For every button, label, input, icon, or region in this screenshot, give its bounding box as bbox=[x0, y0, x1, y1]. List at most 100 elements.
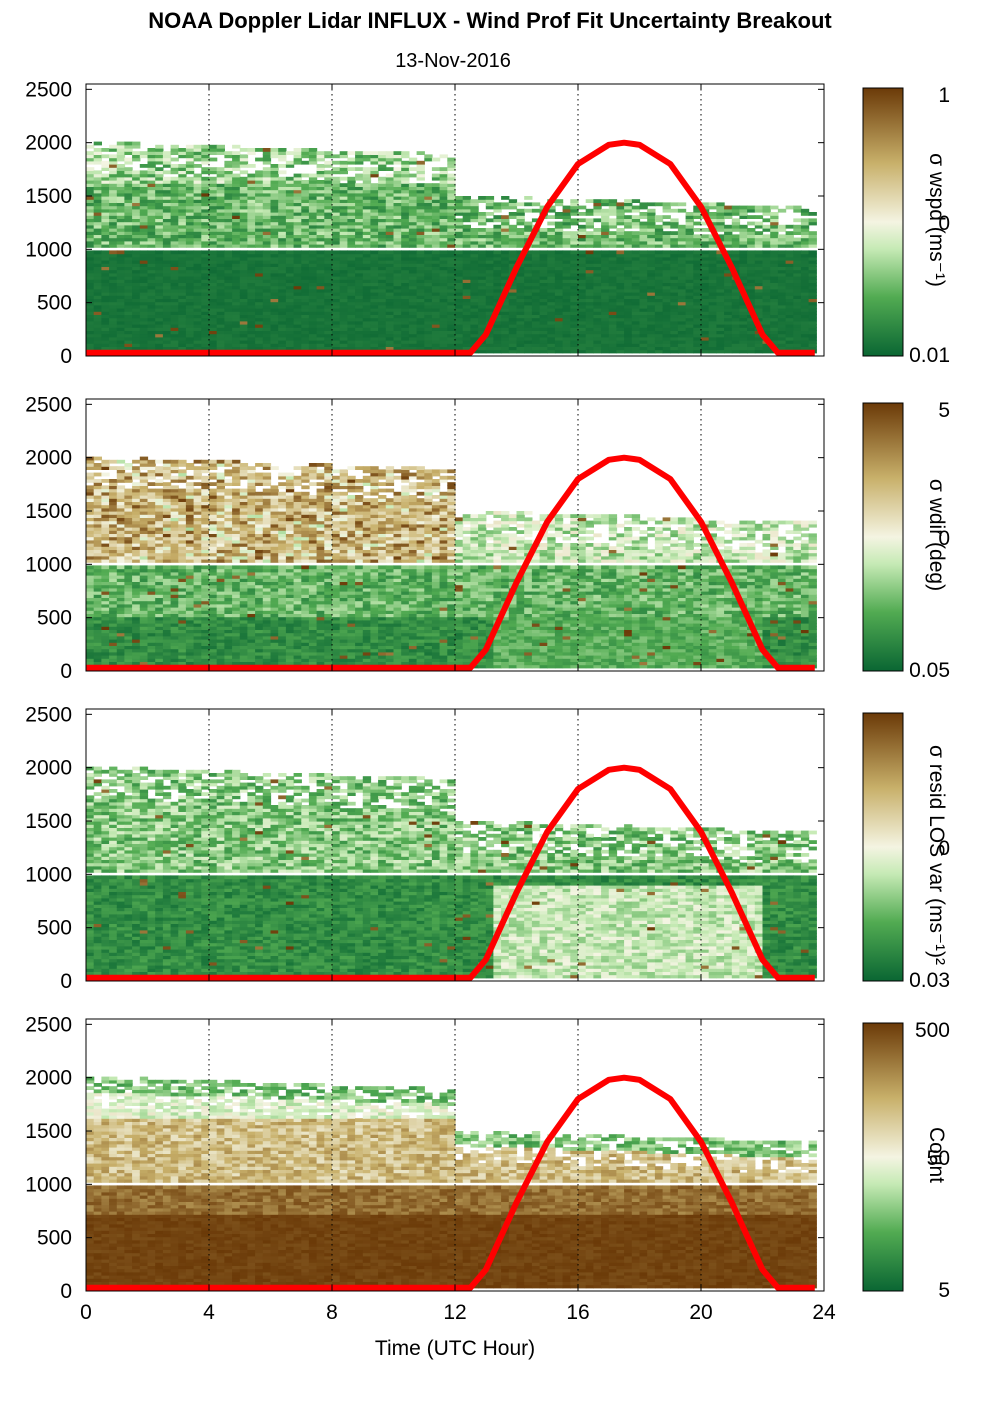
heatmap-cell bbox=[147, 292, 156, 296]
heatmap-cell bbox=[201, 276, 210, 280]
heatmap-cell bbox=[447, 215, 456, 219]
heatmap-cell bbox=[731, 218, 741, 223]
heatmap-cell bbox=[447, 218, 456, 223]
heatmap-cell bbox=[255, 256, 264, 261]
heatmap-cell bbox=[554, 272, 564, 277]
heatmap-cell bbox=[447, 330, 456, 335]
heatmap-cell bbox=[132, 231, 141, 235]
heatmap-cell bbox=[224, 327, 233, 331]
heatmap-cell bbox=[132, 266, 141, 271]
heatmap-cell bbox=[608, 285, 618, 290]
heatmap-cell bbox=[701, 250, 710, 255]
heatmap-cell bbox=[278, 244, 287, 248]
heatmap-cell bbox=[247, 208, 256, 213]
heatmap-cell bbox=[301, 240, 310, 245]
heatmap-cell bbox=[378, 263, 387, 267]
heatmap-cell bbox=[170, 164, 179, 168]
heatmap-cell bbox=[378, 346, 387, 351]
heatmap-cell bbox=[193, 212, 202, 216]
heatmap-cell bbox=[424, 340, 433, 344]
heatmap-cell bbox=[316, 285, 325, 290]
heatmap-cell bbox=[262, 205, 272, 210]
heatmap-cell bbox=[332, 176, 341, 181]
heatmap-cell bbox=[762, 205, 771, 210]
heatmap-cell bbox=[677, 202, 687, 207]
heatmap-cell bbox=[416, 298, 425, 303]
heatmap-cell bbox=[224, 266, 233, 271]
heatmap-cell bbox=[539, 269, 548, 274]
heatmap-cell bbox=[447, 234, 456, 239]
heatmap-cell bbox=[116, 327, 126, 331]
heatmap-cell bbox=[293, 340, 302, 344]
heatmap-cell bbox=[447, 311, 456, 315]
heatmap-cell bbox=[139, 260, 149, 264]
heatmap-cell bbox=[124, 256, 133, 261]
heatmap-cell bbox=[462, 276, 471, 280]
heatmap-cell bbox=[262, 272, 272, 277]
heatmap-cell bbox=[178, 260, 187, 264]
heatmap-cell bbox=[139, 202, 149, 207]
heatmap-cell bbox=[385, 244, 395, 248]
heatmap-cell bbox=[501, 253, 510, 258]
heatmap-cell bbox=[416, 343, 425, 347]
heatmap-cell bbox=[178, 154, 187, 159]
heatmap-cell bbox=[670, 202, 679, 207]
heatmap-cell bbox=[531, 250, 541, 255]
heatmap-cell bbox=[431, 336, 441, 341]
heatmap-cell bbox=[416, 234, 425, 239]
heatmap-cell bbox=[593, 314, 602, 319]
heatmap-cell bbox=[170, 224, 179, 229]
heatmap-cell bbox=[239, 320, 249, 325]
heatmap-cell bbox=[431, 212, 441, 216]
heatmap-cell bbox=[501, 298, 510, 303]
heatmap-cell bbox=[370, 215, 379, 219]
heatmap-cell bbox=[270, 205, 279, 210]
heatmap-cell bbox=[439, 189, 448, 194]
heatmap-cell bbox=[424, 208, 433, 213]
heatmap-cell bbox=[462, 253, 471, 258]
heatmap-cell bbox=[631, 199, 641, 203]
heatmap-cell bbox=[508, 346, 518, 351]
heatmap-cell bbox=[378, 189, 387, 194]
heatmap-cell bbox=[416, 199, 425, 203]
heatmap-cell bbox=[424, 221, 433, 226]
heatmap-cell bbox=[416, 317, 425, 322]
heatmap-cell bbox=[401, 311, 410, 315]
heatmap-cell bbox=[378, 234, 387, 239]
heatmap-cell bbox=[162, 196, 172, 200]
heatmap-cell bbox=[501, 333, 510, 338]
heatmap-cell bbox=[93, 173, 102, 178]
heatmap-cell bbox=[201, 180, 210, 184]
heatmap-cell bbox=[347, 199, 356, 203]
heatmap-cell bbox=[431, 333, 441, 338]
heatmap-cell bbox=[393, 343, 402, 347]
heatmap-cell bbox=[547, 308, 556, 312]
heatmap-cell bbox=[416, 288, 425, 293]
heatmap-cell bbox=[308, 327, 318, 331]
heatmap-cell bbox=[562, 314, 571, 319]
heatmap-cell bbox=[308, 186, 318, 191]
heatmap-cell bbox=[132, 324, 141, 328]
heatmap-cell bbox=[132, 276, 141, 280]
heatmap-cell bbox=[185, 269, 195, 274]
heatmap-cell bbox=[201, 176, 210, 181]
heatmap-cell bbox=[355, 218, 364, 223]
heatmap-cell bbox=[447, 205, 456, 210]
heatmap-cell bbox=[547, 298, 556, 303]
heatmap-cell bbox=[216, 320, 225, 325]
heatmap-cell bbox=[424, 228, 433, 232]
heatmap-cell bbox=[439, 272, 448, 277]
heatmap-cell bbox=[132, 340, 141, 344]
heatmap-cell bbox=[593, 256, 602, 261]
heatmap-cell bbox=[247, 333, 256, 338]
heatmap-cell bbox=[393, 221, 402, 226]
heatmap-cell bbox=[447, 285, 456, 290]
heatmap-cell bbox=[378, 250, 387, 255]
heatmap-cell bbox=[255, 336, 264, 341]
heatmap-cell bbox=[239, 324, 249, 328]
heatmap-cell bbox=[116, 237, 126, 242]
heatmap-cell bbox=[162, 164, 172, 168]
heatmap-cell bbox=[116, 308, 126, 312]
heatmap-cell bbox=[185, 256, 195, 261]
heatmap-cell bbox=[209, 208, 218, 213]
